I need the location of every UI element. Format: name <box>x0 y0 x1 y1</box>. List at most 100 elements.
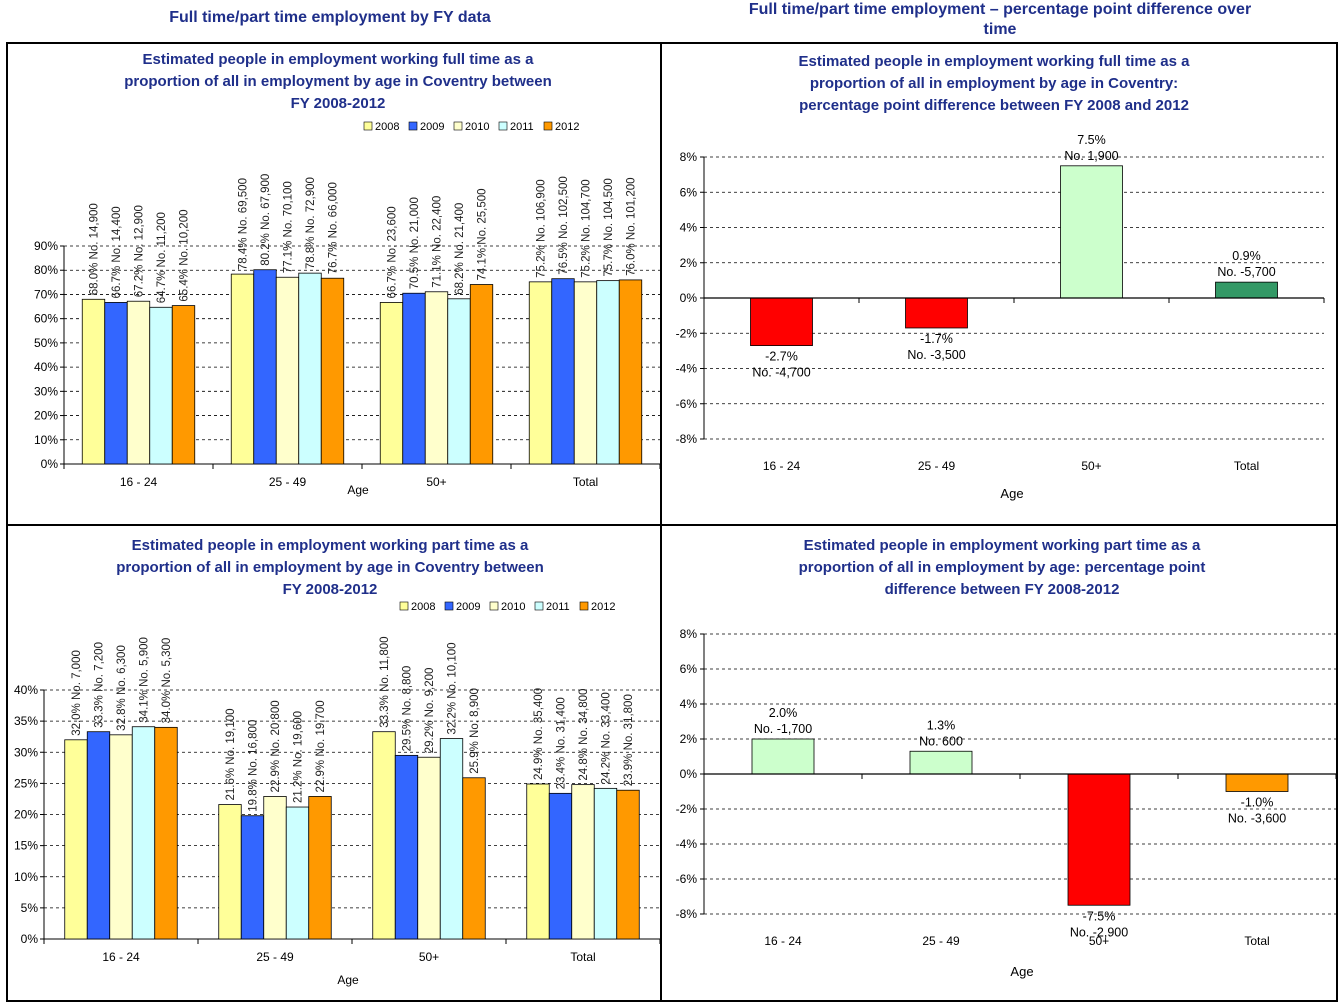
chart-title-line: percentage point difference between FY 2… <box>799 97 1189 114</box>
x-tick-label: 50+ <box>1081 459 1101 473</box>
data-label: 66.7% No. 14,400 <box>111 206 123 298</box>
legend-label-2009: 2009 <box>456 601 480 613</box>
bar-2011 <box>131 726 156 940</box>
legend-label-2010: 2010 <box>465 121 489 133</box>
data-label: 29.5% No. 8,800 <box>402 666 414 752</box>
legend-label-2010: 2010 <box>501 601 525 613</box>
y-tick-label: 0% <box>680 291 698 305</box>
legend-swatch-2011 <box>498 121 508 131</box>
bar <box>751 738 815 775</box>
y-tick-label: -8% <box>676 432 698 446</box>
y-tick-label: 50% <box>34 336 58 350</box>
bar <box>1060 165 1123 299</box>
y-tick-label: 60% <box>34 312 58 326</box>
bar <box>905 297 968 329</box>
data-label: 78.4% No. 69,500 <box>238 178 250 270</box>
legend-swatch-2008 <box>399 601 409 611</box>
bar-2010 <box>109 734 133 940</box>
x-tick-label: 16 - 24 <box>764 934 802 948</box>
chart-title-line: FY 2008-2012 <box>283 581 378 598</box>
data-label: 68.0% No. 14,900 <box>89 203 101 295</box>
legend-label-2011: 2011 <box>510 121 534 133</box>
y-tick-label: 6% <box>680 662 698 676</box>
x-tick-label: 50+ <box>1089 934 1109 948</box>
data-label: 75.7% No. 104,500 <box>603 178 615 276</box>
y-tick-label: -8% <box>676 907 698 921</box>
bar-2008 <box>526 783 550 940</box>
data-label: 25.9% No. 8,900 <box>469 688 481 774</box>
bar <box>909 750 973 775</box>
data-label-pct: 1.3% <box>927 718 956 732</box>
chart-title-line: proportion of all in employment by age i… <box>116 559 544 576</box>
data-label-pct: 7.5% <box>1077 133 1106 147</box>
y-tick-label: 0% <box>41 457 59 471</box>
data-label: 34.0% No. 5,300 <box>161 638 173 724</box>
bar-2010 <box>571 784 595 940</box>
x-axis-label: Age <box>337 973 359 987</box>
bar-2012 <box>154 726 178 940</box>
data-label: 67.2% No. 12,900 <box>134 205 146 297</box>
data-label: 75.2% No. 104,700 <box>581 179 593 277</box>
chart-title-line: Estimated people in employment working p… <box>132 537 529 554</box>
bar <box>750 297 813 346</box>
data-label: 32.0% No. 7,000 <box>71 650 83 736</box>
bar-2009 <box>253 269 277 465</box>
data-label: 74.1% No. 25,500 <box>477 188 489 280</box>
header-left: Full time/part time employment by FY dat… <box>169 9 491 26</box>
data-label: 32.2% No. 10,100 <box>447 642 459 734</box>
legend-label-2008: 2008 <box>375 121 399 133</box>
x-tick-label: Total <box>570 950 595 964</box>
x-axis-label: Age <box>347 483 369 497</box>
data-label: 71.1% No. 22,400 <box>432 196 444 288</box>
bar-2012 <box>618 279 643 465</box>
header-right-line1: Full time/part time employment – percent… <box>748 1 1252 18</box>
data-label: 24.8% No. 34,800 <box>578 689 590 781</box>
y-tick-label: 20% <box>14 808 38 822</box>
bar-2010 <box>263 796 287 940</box>
horizontal-divider <box>6 524 1338 526</box>
x-tick-label: 25 - 49 <box>918 459 956 473</box>
data-label: 70.5% No. 21,000 <box>409 197 421 289</box>
legend-swatch-2012 <box>543 121 553 131</box>
data-label: 21.2% No. 19,600 <box>293 711 305 803</box>
data-label: 32.8% No. 6,300 <box>116 645 128 731</box>
data-label-count: No. -4,700 <box>752 366 810 380</box>
x-tick-label: 16 - 24 <box>763 459 801 473</box>
chart-title-line: proportion of all in employment by age: … <box>799 559 1206 576</box>
y-tick-label: 70% <box>34 287 58 301</box>
bar-2010 <box>424 291 449 465</box>
bar-2011 <box>439 738 464 940</box>
data-label: 64.7% No. 11,200 <box>156 212 168 303</box>
x-tick-label: 16 - 24 <box>102 950 140 964</box>
x-tick-label: 25 - 49 <box>256 950 294 964</box>
legend-swatch-2010 <box>453 121 463 131</box>
y-tick-label: -2% <box>676 326 698 340</box>
chart-title-line: difference between FY 2008-2012 <box>885 581 1120 598</box>
bar-2009 <box>548 792 573 940</box>
bar-2008 <box>230 273 255 465</box>
legend-label-2008: 2008 <box>411 601 435 613</box>
bar-2012 <box>171 305 196 465</box>
data-label-pct: 2.0% <box>769 706 798 720</box>
y-tick-label: 8% <box>680 627 698 641</box>
data-label: 76.5% No. 102,500 <box>558 176 570 274</box>
legend-swatch-2009 <box>408 121 418 131</box>
bar-2012 <box>469 284 494 465</box>
data-label-count: No. 1,900 <box>1064 149 1118 163</box>
data-label: 33.3% No. 11,800 <box>379 636 391 727</box>
y-tick-label: 4% <box>680 221 698 235</box>
bar-2009 <box>240 815 265 940</box>
data-label: 75.2% No. 106,900 <box>536 179 548 277</box>
y-tick-label: 35% <box>14 714 38 728</box>
data-label-pct: -7.5% <box>1083 909 1116 923</box>
x-tick-label: 50+ <box>426 475 446 489</box>
data-label: 66.7% No. 23,600 <box>387 206 399 298</box>
data-label-pct: -2.7% <box>765 350 798 364</box>
bar-2008 <box>81 298 106 465</box>
y-tick-label: 15% <box>14 839 38 853</box>
data-label-count: No. -5,700 <box>1217 265 1275 279</box>
y-tick-label: 20% <box>34 409 58 423</box>
y-tick-label: 10% <box>14 870 38 884</box>
legend-swatch-2010 <box>489 601 499 611</box>
y-tick-label: 8% <box>680 150 698 164</box>
